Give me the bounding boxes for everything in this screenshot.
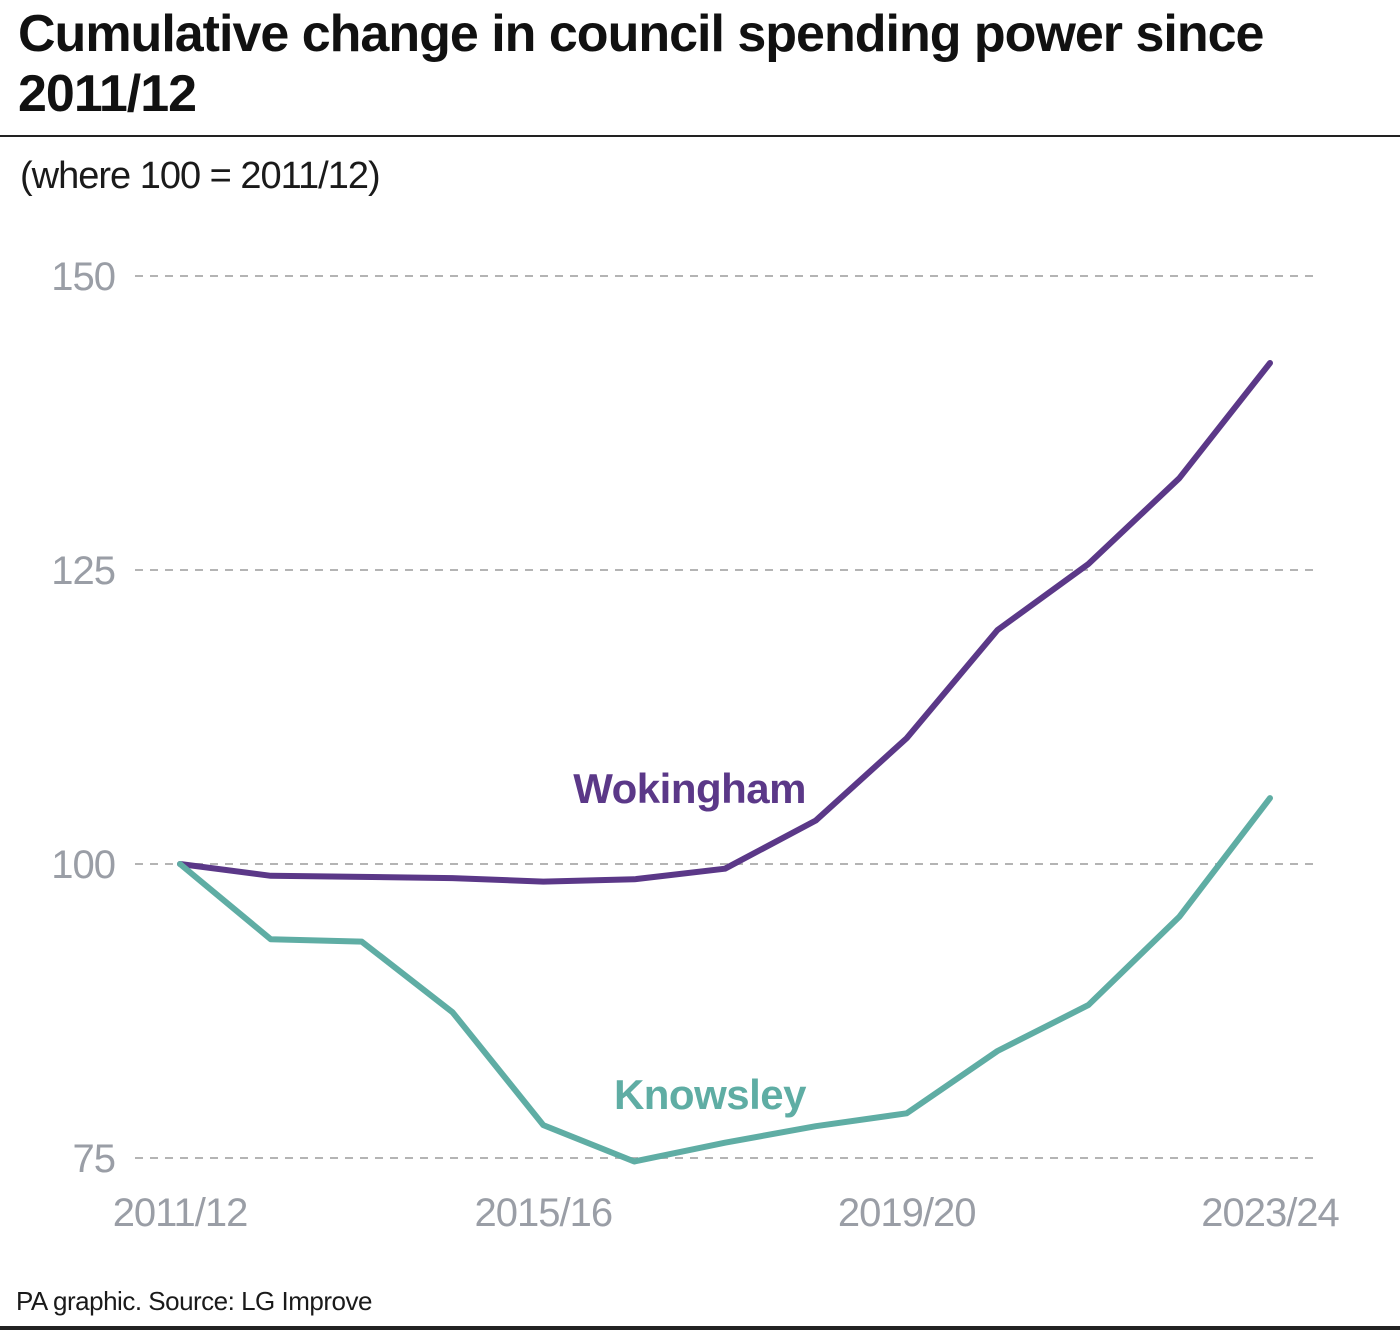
x-tick-label: 2019/20: [838, 1191, 976, 1235]
y-tick-label: 150: [51, 255, 115, 299]
chart-subtitle: (where 100 = 2011/12): [20, 155, 381, 197]
gridlines: [135, 275, 1315, 1159]
series-line-wokingham: [177, 360, 1273, 885]
bottom-divider: [0, 1326, 1400, 1330]
x-axis-ticks: 2011/12 2015/16 2019/20 2023/24: [113, 1191, 1341, 1235]
y-axis-ticks: 75 100 125 150: [51, 255, 116, 1181]
y-tick-label: 125: [51, 549, 115, 593]
x-tick-label: 2011/12: [113, 1191, 248, 1235]
y-tick-label: 100: [51, 843, 115, 887]
page-title: Cumulative change in council spending po…: [18, 5, 1264, 123]
series-labels: Wokingham Knowsley: [573, 765, 807, 1118]
series-label-knowsley: Knowsley: [614, 1071, 807, 1118]
x-tick-label: 2023/24: [1201, 1191, 1339, 1235]
series-label-wokingham: Wokingham: [573, 765, 806, 812]
source-credit: PA graphic. Source: LG Improve: [16, 1286, 372, 1316]
title-divider: [0, 135, 1400, 137]
series-line-knowsley: [177, 795, 1273, 1165]
y-tick-label: 75: [73, 1137, 116, 1181]
x-tick-label: 2015/16: [475, 1191, 613, 1235]
series-lines: [177, 360, 1273, 1165]
